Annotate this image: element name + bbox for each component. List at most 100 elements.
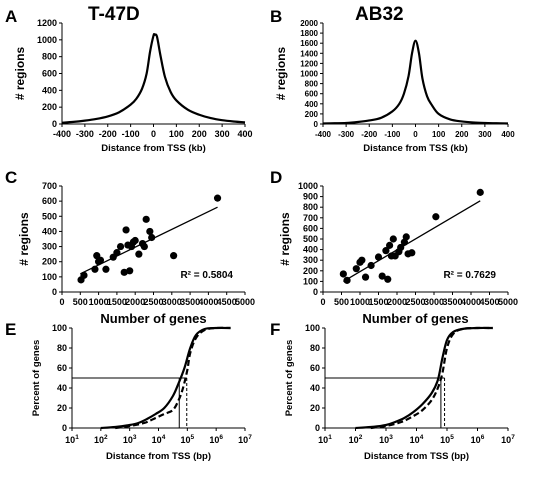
data-point bbox=[339, 270, 347, 278]
data-point bbox=[120, 268, 128, 276]
x-axis-label: Distance from TSS (kb) bbox=[363, 143, 468, 154]
y-tick-label: 800 bbox=[42, 52, 57, 62]
y-tick-label: 2000 bbox=[300, 19, 318, 28]
series-line-solid bbox=[100, 326, 231, 430]
x-tick-label: 2000 bbox=[387, 297, 407, 307]
x-tick-label: 104 bbox=[152, 434, 166, 445]
x-tick-label: 107 bbox=[238, 434, 252, 445]
data-point bbox=[113, 249, 121, 257]
x-tick-label: 4500 bbox=[217, 297, 237, 307]
data-point bbox=[135, 250, 143, 258]
data-point bbox=[352, 265, 360, 273]
x-tick-label: 4000 bbox=[461, 297, 481, 307]
x-tick-label: 107 bbox=[501, 434, 515, 445]
y-axis-label: # regions bbox=[278, 212, 292, 266]
x-tick-label: 200 bbox=[192, 129, 207, 139]
data-point bbox=[389, 235, 397, 243]
data-point bbox=[408, 249, 416, 257]
y-tick-label: 100 bbox=[42, 272, 57, 282]
x-axis-label: Distance from TSS (bp) bbox=[106, 451, 211, 462]
y-tick-label: 0 bbox=[52, 287, 57, 297]
y-tick-label: 600 bbox=[42, 196, 57, 206]
data-point bbox=[102, 265, 110, 273]
data-point bbox=[358, 256, 366, 264]
x-tick-label: 0 bbox=[413, 130, 418, 139]
x-tick-label: 0 bbox=[151, 129, 156, 139]
x-tick-label: 0 bbox=[59, 297, 64, 307]
panel-label-c: C bbox=[5, 168, 17, 187]
y-tick-label: 1600 bbox=[300, 39, 318, 48]
x-axis-label: Number of genes bbox=[362, 311, 468, 326]
data-point bbox=[170, 252, 178, 260]
y-tick-label: 100 bbox=[305, 323, 320, 333]
x-tick-label: 2500 bbox=[405, 297, 425, 307]
y-axis-label: Percent of genes bbox=[284, 340, 295, 417]
x-tick-label: 2500 bbox=[143, 297, 163, 307]
x-tick-label: 3000 bbox=[424, 297, 444, 307]
data-point bbox=[213, 194, 222, 202]
x-tick-label: 5000 bbox=[498, 297, 518, 307]
data-point bbox=[126, 267, 134, 275]
trendline bbox=[343, 200, 481, 282]
y-tick-label: 0 bbox=[315, 423, 320, 433]
x-tick-label: 101 bbox=[318, 434, 332, 445]
data-point bbox=[116, 242, 125, 251]
y-tick-label: 300 bbox=[303, 255, 318, 265]
x-tick-label: 500 bbox=[73, 297, 88, 307]
x-tick-label: 102 bbox=[94, 434, 108, 445]
x-tick-label: 4500 bbox=[479, 297, 499, 307]
series-line-dashed bbox=[370, 326, 493, 430]
x-tick-label: 2000 bbox=[125, 297, 145, 307]
y-tick-label: 800 bbox=[305, 80, 319, 89]
data-point bbox=[378, 272, 386, 280]
data-point bbox=[142, 215, 150, 223]
y-tick-label: 600 bbox=[305, 90, 319, 99]
x-tick-label: 400 bbox=[501, 130, 515, 139]
y-tick-label: 500 bbox=[42, 211, 57, 221]
series-line-dashed bbox=[115, 326, 231, 430]
y-tick-label: 20 bbox=[57, 403, 67, 413]
data-point bbox=[148, 233, 156, 242]
y-tick-label: 800 bbox=[303, 202, 318, 212]
x-tick-label: 1500 bbox=[107, 297, 127, 307]
x-tick-label: -400 bbox=[53, 129, 71, 139]
x-tick-label: 3000 bbox=[162, 297, 182, 307]
y-tick-label: 1000 bbox=[37, 35, 57, 45]
x-tick-label: -200 bbox=[99, 129, 117, 139]
series-line bbox=[322, 39, 509, 125]
y-tick-label: 1200 bbox=[300, 59, 318, 68]
panel-label-b: B bbox=[270, 7, 282, 26]
data-point bbox=[367, 261, 375, 270]
y-tick-label: 80 bbox=[57, 343, 67, 353]
data-point bbox=[91, 265, 99, 273]
x-tick-label: 100 bbox=[432, 130, 446, 139]
data-point bbox=[343, 276, 351, 284]
panel-label-d: D bbox=[270, 168, 282, 187]
y-axis-label: # regions bbox=[274, 47, 288, 101]
y-tick-label: 300 bbox=[42, 242, 57, 252]
x-tick-label: -300 bbox=[76, 129, 94, 139]
x-tick-label: 0 bbox=[320, 297, 325, 307]
x-tick-label: 101 bbox=[65, 434, 79, 445]
y-tick-label: 1000 bbox=[298, 181, 318, 191]
y-tick-label: 1800 bbox=[300, 29, 318, 38]
y-tick-label: 400 bbox=[303, 245, 318, 255]
panel-label-a: A bbox=[5, 7, 17, 26]
y-tick-label: 60 bbox=[57, 363, 67, 373]
y-tick-label: 200 bbox=[42, 257, 57, 267]
data-point bbox=[146, 227, 154, 236]
y-tick-label: 100 bbox=[52, 323, 67, 333]
y-axis-label: # regions bbox=[13, 47, 27, 101]
y-tick-label: 20 bbox=[310, 403, 320, 413]
y-tick-label: 0 bbox=[313, 287, 318, 297]
y-tick-label: 200 bbox=[303, 266, 318, 276]
x-tick-label: 200 bbox=[455, 130, 469, 139]
data-point bbox=[382, 247, 390, 255]
panel-a-line-chart: 0 200 400 600 800 1000 1200 -400 -300 -200 -100 0 10… bbox=[13, 18, 253, 154]
data-point bbox=[432, 213, 440, 221]
y-tick-label: 700 bbox=[42, 181, 57, 191]
x-tick-label: 103 bbox=[123, 434, 137, 445]
y-tick-label: 900 bbox=[303, 192, 318, 202]
